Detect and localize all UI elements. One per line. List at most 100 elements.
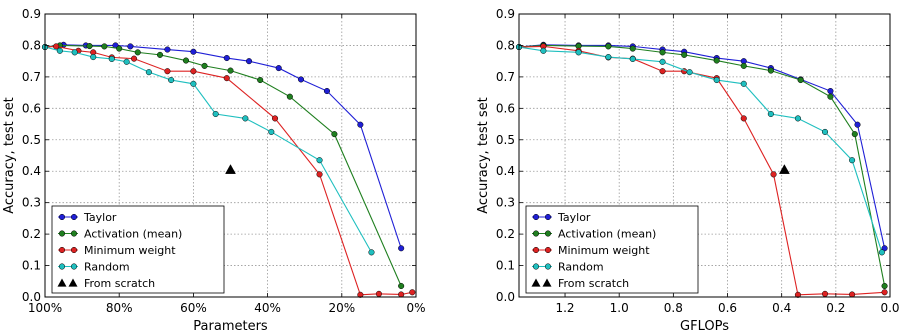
legend-marker	[70, 230, 78, 237]
y-tick-label: 0.5	[22, 133, 41, 147]
data-point	[398, 291, 405, 298]
y-tick-label: 0.7	[22, 70, 41, 84]
legend-marker	[57, 278, 67, 287]
data-point	[323, 87, 331, 95]
data-point	[605, 43, 612, 50]
data-point	[794, 115, 801, 122]
legend-box	[525, 205, 699, 294]
data-point	[659, 49, 666, 56]
legend-marker	[68, 278, 78, 287]
legend-label: Minimum weight	[558, 244, 650, 257]
data-point	[130, 55, 138, 62]
y-tick-label: 0.0	[496, 290, 515, 304]
data-point	[101, 43, 108, 50]
data-point	[713, 76, 720, 84]
data-point	[357, 291, 364, 298]
legend-label: From scratch	[84, 277, 155, 290]
data-point	[740, 80, 747, 87]
legend-marker	[70, 213, 78, 221]
legend-marker	[544, 246, 552, 254]
y-tick-label: 0.6	[496, 101, 515, 115]
data-point	[629, 55, 636, 63]
data-point	[827, 87, 834, 95]
data-point	[316, 171, 323, 178]
series-line	[518, 45, 885, 296]
x-tick-label: 0.4	[772, 301, 791, 315]
legend-label: Random	[558, 261, 604, 274]
y-tick-label: 0.0	[22, 290, 41, 304]
legend-label: From scratch	[558, 277, 629, 290]
data-point	[681, 51, 688, 58]
data-point	[257, 76, 264, 84]
axes-frame	[518, 13, 891, 298]
y-tick-label: 0.8	[22, 38, 41, 52]
y-tick-label: 0.6	[22, 101, 41, 115]
legend-label: Taylor	[83, 211, 117, 224]
data-point	[71, 49, 78, 56]
x-tick-label: 1.2	[555, 301, 574, 315]
data-point	[182, 57, 190, 64]
scratch-marker	[225, 164, 236, 174]
data-point	[659, 58, 666, 65]
data-point	[145, 69, 152, 76]
data-point	[331, 131, 338, 138]
data-point	[827, 93, 834, 100]
data-point	[821, 128, 829, 135]
data-point	[268, 128, 275, 135]
y-tick-label: 0.3	[496, 196, 515, 210]
y-tick-label: 0.1	[22, 259, 41, 273]
y-tick-label: 0.7	[496, 70, 515, 84]
y-axis-label: Accuracy, test set	[476, 97, 491, 214]
x-tick-label: 20%	[328, 301, 355, 315]
x-tick-label: 1.0	[610, 301, 629, 315]
data-point	[713, 57, 720, 64]
data-point	[275, 65, 282, 72]
legend-marker	[70, 246, 78, 254]
y-tick-label: 0.2	[496, 227, 515, 241]
data-point	[53, 43, 60, 50]
legend-label: Taylor	[557, 211, 591, 224]
y-tick-label: 0.1	[496, 259, 515, 273]
data-point	[156, 51, 164, 58]
legend-marker	[58, 230, 66, 237]
y-tick-label: 0.5	[496, 133, 515, 147]
data-point	[108, 55, 115, 63]
data-point	[797, 76, 804, 84]
x-tick-label: 0%	[406, 301, 425, 315]
data-point	[212, 110, 219, 118]
data-point	[740, 62, 747, 69]
x-tick-label: 60%	[180, 301, 207, 315]
x-tick-label: 100%	[28, 301, 62, 315]
legend-marker	[70, 263, 78, 270]
legend-label: Activation (mean)	[558, 228, 656, 241]
data-point	[767, 110, 774, 118]
series-line	[518, 44, 886, 287]
x-tick-label: 40%	[254, 301, 281, 315]
series-line	[518, 46, 883, 253]
data-point	[409, 289, 416, 296]
data-point	[168, 76, 175, 84]
y-tick-label: 0.8	[496, 38, 515, 52]
legend-label: Activation (mean)	[84, 228, 182, 241]
data-point	[575, 49, 582, 56]
data-point	[375, 290, 382, 297]
y-tick-label: 0.4	[22, 164, 41, 178]
data-point	[767, 67, 774, 74]
y-tick-label: 0.9	[22, 7, 41, 21]
data-point	[123, 58, 130, 65]
data-point	[881, 282, 888, 290]
data-point	[878, 249, 885, 256]
legend-marker	[544, 263, 552, 270]
legend-marker	[532, 213, 540, 221]
data-point	[849, 291, 856, 298]
data-point	[686, 69, 693, 76]
legend-marker	[58, 263, 66, 270]
legend-marker	[531, 278, 541, 287]
y-tick-label: 0.4	[496, 164, 515, 178]
data-point	[134, 49, 141, 56]
data-point	[854, 121, 861, 128]
data-point	[127, 43, 134, 50]
data-point	[223, 75, 230, 82]
